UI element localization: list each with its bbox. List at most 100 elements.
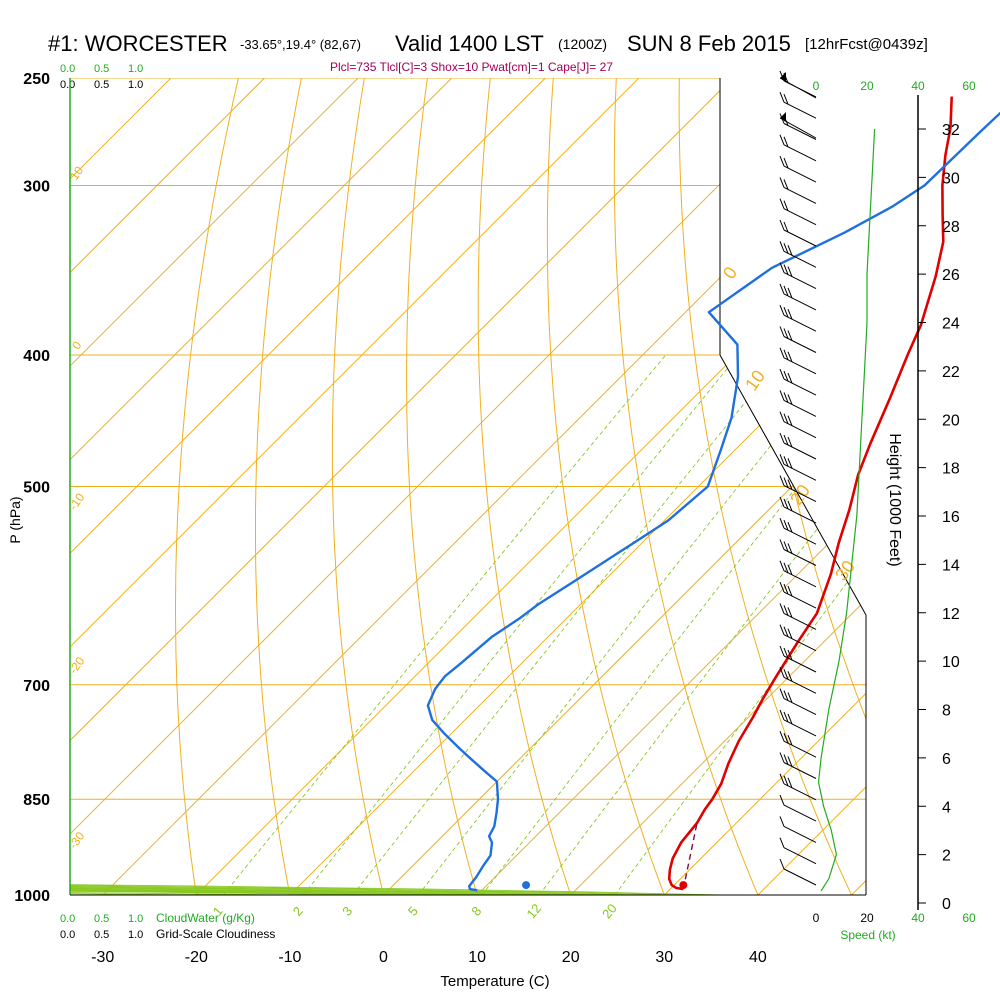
cloudwater-label: CloudWater (g/Kg) [156, 911, 255, 925]
wind-barb-flag [783, 157, 789, 169]
temperature-tick-30: 30 [655, 949, 673, 966]
moist-adiabat-line [70, 842, 721, 895]
wind-barb-flag [783, 775, 789, 786]
wind-barb-staff [783, 186, 817, 204]
cloud-scale-bottom: 0.0 0.5 1.0 CloudWater (g/Kg) 0.0 0.5 1.… [60, 911, 275, 941]
height-tick-2: 2 [942, 848, 951, 865]
isotherm-label: 0 [719, 263, 741, 283]
pressure-tick-250: 250 [23, 71, 50, 88]
series-line-surface-parcel-path [682, 822, 698, 890]
wind-barb-flag [787, 777, 793, 788]
wind-barb-flag [779, 432, 785, 444]
wind-barb-pennant-flag [780, 112, 786, 122]
isotherm-line [70, 78, 265, 895]
height-tick-28: 28 [942, 219, 960, 236]
wind-barb [779, 539, 817, 566]
wind-barb-staff [783, 783, 817, 801]
wind-barb [779, 390, 817, 417]
wind-barb-flag [783, 328, 789, 339]
wind-barb-flag [779, 177, 785, 188]
cloudwater-tick-top-2: 1.0 [128, 63, 143, 75]
wind-barb-flag [787, 649, 793, 661]
wind-barb-staff [783, 421, 817, 439]
wind-barb-flag [787, 564, 793, 575]
valid-time-z: (1200Z) [558, 36, 607, 52]
wind-barb-flag [783, 456, 789, 467]
wind-barb-flag [787, 522, 793, 533]
station-coords: -33.65°,19.4° (82,67) [240, 37, 361, 52]
isotherm-line [70, 78, 546, 895]
wind-barb-flag [779, 155, 785, 167]
wind-barb-flag [779, 496, 785, 508]
wind-barb-flag [787, 266, 793, 277]
wind-barb-staff [783, 740, 817, 758]
wind-barb-flag [787, 309, 793, 320]
height-tick-12: 12 [942, 606, 960, 623]
wind-scale-tick-top-0: 0 [813, 79, 820, 93]
axes: P (hPa) Temperature (C) Height (1000 Fee… [7, 71, 903, 990]
wind-barb [779, 816, 817, 843]
wind-barb [779, 858, 817, 886]
height-tick-22: 22 [942, 364, 960, 381]
wind-barb-pennant [779, 112, 817, 139]
wind-barb-staff [783, 485, 817, 503]
dry-adiabat-line [991, 54, 1000, 924]
isotherm-line [70, 78, 640, 895]
height-tick-20: 20 [942, 412, 960, 429]
dry-adiabat-line [255, 78, 307, 895]
wind-barb-flag [783, 264, 789, 275]
wind-scale-tick-bottom-20: 20 [860, 911, 874, 925]
temperature-tick-0: 0 [379, 949, 388, 966]
wind-barb-staff [783, 378, 817, 396]
wind-barb [779, 134, 817, 162]
wind-barb-flag [779, 688, 785, 699]
temperature-tick-20: 20 [562, 949, 580, 966]
wind-barb-flag [783, 243, 789, 254]
dry-adiabat-line [331, 78, 392, 895]
mixing-ratio-line [417, 354, 843, 895]
wind-speed-label: Speed (kt) [840, 928, 895, 942]
wind-barb-flag [779, 518, 785, 529]
wind-barb [779, 709, 817, 737]
height-tick-18: 18 [942, 461, 960, 478]
wind-barb-staff [783, 314, 817, 332]
wind-scale-tick-bottom-60: 60 [962, 911, 976, 925]
isotherm-line [195, 78, 866, 895]
isotherm-label: 10 [741, 366, 769, 394]
wind-barb-flag [779, 624, 785, 635]
wind-barb-flag [787, 351, 793, 362]
isotherm-line [70, 78, 359, 895]
wind-barb-flag [779, 539, 785, 550]
wind-barb [779, 518, 817, 545]
wind-barb-flag [787, 287, 793, 299]
x-axis-label: Temperature (C) [440, 973, 549, 990]
height-tick-26: 26 [942, 267, 960, 284]
wind-barb [779, 283, 817, 311]
wind-barb-staff [783, 549, 817, 566]
wind-barb-flag [783, 754, 789, 765]
wind-barb-flag [779, 773, 785, 784]
wind-barb-staff [783, 208, 817, 226]
wind-barb [779, 773, 817, 801]
wind-barb-flag [787, 372, 793, 384]
station-title: #1: WORCESTER [48, 31, 228, 56]
wind-barb-flag [787, 628, 793, 639]
wind-barb [779, 347, 817, 375]
data-layer [426, 96, 1000, 892]
wind-barb-flag [783, 583, 789, 595]
wind-barb-staff [783, 442, 817, 460]
wind-barb-staff [783, 868, 817, 886]
wind-barb [779, 368, 817, 396]
wind-barb [779, 794, 817, 822]
wind-barb [779, 432, 817, 460]
dry-adiabat-line [929, 54, 1000, 924]
wind-barb-flag [787, 394, 793, 405]
cloud-scale-top: 0.0 0.5 1.0 0.0 0.5 1.0 [60, 63, 143, 91]
pressure-tick-1000: 1000 [14, 888, 50, 905]
wind-barb-staff [783, 463, 817, 481]
wind-barb [779, 454, 817, 481]
wind-barb [779, 496, 817, 524]
height-tick-6: 6 [942, 751, 951, 768]
wind-barb-staff [783, 762, 817, 779]
wind-barb-flag [783, 370, 789, 382]
